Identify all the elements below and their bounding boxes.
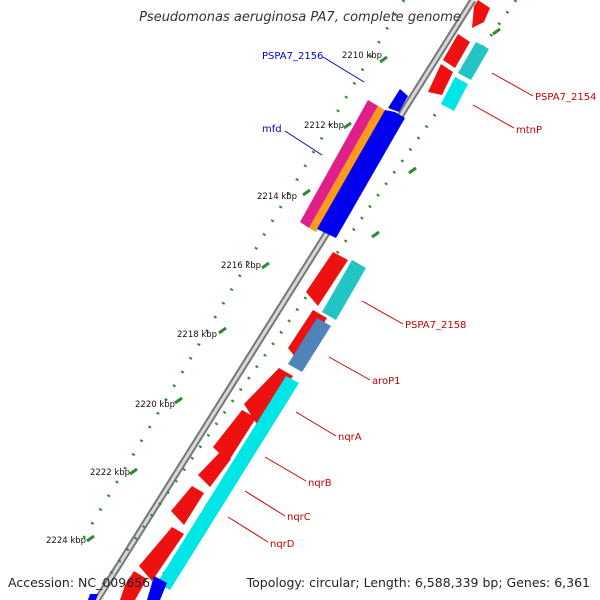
gene-label-pspa7-2154[interactable]: PSPA7_2154: [535, 92, 596, 103]
gene-label-mfd[interactable]: mfd: [262, 124, 282, 135]
blue-gene-arrow[interactable]: [388, 89, 408, 112]
orange-feature[interactable]: [309, 106, 385, 232]
gene-label-nqra[interactable]: nqrA: [338, 432, 362, 443]
accession-label: Accession: NC_009656: [8, 575, 151, 590]
gene-label-pspa7-2156[interactable]: PSPA7_2156: [262, 51, 323, 62]
gene-cluster-nqr: [88, 368, 299, 600]
scale-label: 2210 kbp: [342, 51, 382, 61]
scale-label: 2220 kbp: [135, 400, 175, 410]
gene-feature[interactable]: [157, 376, 299, 590]
gene-cluster-middle: [288, 252, 366, 372]
scale-label: 2212 kbp: [304, 121, 344, 131]
gene-label-arop1[interactable]: aroP1: [372, 376, 401, 387]
blue-gene-feature[interactable]: [317, 110, 405, 238]
blue-gene-feature[interactable]: [147, 576, 167, 600]
cds-feature[interactable]: [428, 64, 453, 95]
blue-gene-feature[interactable]: [88, 594, 98, 600]
gene-labels: PSPA7_2156 mfd PSPA7_2154 mtnP PSPA7_215…: [262, 51, 596, 550]
cds-feature[interactable]: [472, 0, 490, 28]
map-title: Pseudomonas aeruginosa PA7, complete gen…: [139, 10, 461, 25]
scale-ticks: [86, 55, 388, 543]
gene-label-mtnp[interactable]: mtnP: [516, 125, 542, 136]
scale-label: 2224 kbp: [46, 536, 86, 546]
gene-label-nqrc[interactable]: nqrC: [287, 512, 311, 523]
cds-feature[interactable]: [306, 252, 348, 306]
magenta-feature[interactable]: [300, 100, 378, 228]
steel-feature[interactable]: [288, 318, 331, 372]
gene-cluster-mfd: [300, 89, 408, 238]
cds-feature[interactable]: [139, 527, 184, 581]
cds-feature[interactable]: [120, 571, 147, 600]
gene-label-nqrd[interactable]: nqrD: [270, 539, 295, 550]
gene-label-pspa7-2158[interactable]: PSPA7_2158: [405, 320, 466, 331]
gene-feature[interactable]: [441, 77, 468, 111]
cds-feature[interactable]: [244, 368, 293, 426]
genome-stats-label: Topology: circular; Length: 6,588,339 bp…: [246, 575, 590, 590]
gene-label-nqrb[interactable]: nqrB: [308, 478, 332, 489]
cds-feature[interactable]: [213, 410, 256, 462]
gene-feature[interactable]: [322, 260, 366, 320]
cds-feature[interactable]: [171, 486, 204, 525]
scale-label: 2222 kbp: [90, 468, 130, 478]
scale-label: 2216 kbp: [221, 261, 261, 271]
gene-feature[interactable]: [458, 42, 489, 80]
genome-backbone: [94, 0, 476, 600]
cds-feature[interactable]: [443, 34, 470, 68]
cds-feature[interactable]: [198, 452, 231, 487]
scale-label: 2218 kbp: [177, 330, 217, 340]
gene-cluster-top: [428, 0, 490, 111]
scale-labels: 2210 kbp 2212 kbp 2214 kbp 2216 kbp 2218…: [46, 51, 382, 546]
label-connectors: [227, 56, 534, 543]
scale-label: 2214 kbp: [257, 192, 297, 202]
